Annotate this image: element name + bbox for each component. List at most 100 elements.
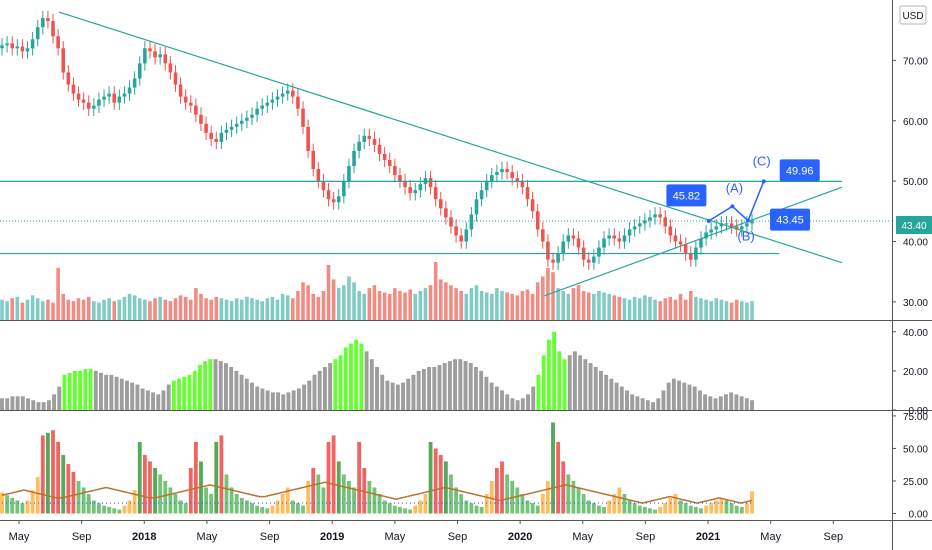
- histogram-bar: [578, 355, 583, 410]
- volume-bar: [25, 299, 30, 320]
- oscillator-bar: [132, 490, 137, 514]
- oscillator-bar: [500, 461, 504, 514]
- oscillator-bar: [530, 503, 535, 514]
- histogram-bar: [375, 366, 379, 410]
- volume-bar: [357, 291, 361, 320]
- oscillator-bar: [454, 487, 458, 514]
- x-tick-label: May: [197, 531, 218, 543]
- candle-body: [158, 54, 162, 58]
- oscillator-bar: [428, 441, 433, 514]
- histogram-bar: [265, 390, 270, 410]
- candle-body: [199, 114, 203, 124]
- candle-body: [607, 235, 611, 239]
- volume-bar: [168, 301, 173, 320]
- histogram-bar: [515, 400, 520, 410]
- candle-body: [326, 190, 331, 200]
- volume-bar: [86, 296, 91, 320]
- candle-body: [173, 72, 178, 85]
- candle-body: [403, 181, 407, 188]
- histogram-bar: [713, 398, 718, 410]
- price-pane[interactable]: (A) (B) (C) 45.82 43.45 49.96: [0, 10, 890, 320]
- histogram-bar: [62, 374, 67, 410]
- volume-bar: [15, 296, 20, 320]
- volume-bar: [474, 285, 479, 320]
- oscillator-bar: [474, 505, 479, 514]
- volume-bar: [382, 292, 387, 320]
- oscillator-bar: [566, 474, 571, 514]
- volume-bar: [372, 285, 377, 320]
- volume-bar: [694, 296, 698, 320]
- volume-bar: [183, 296, 188, 320]
- indicator-pane-2[interactable]: [0, 422, 754, 514]
- volume-bar: [632, 296, 637, 320]
- histogram-bar: [447, 361, 452, 410]
- histogram-bar: [661, 390, 666, 410]
- candle-body: [102, 96, 106, 100]
- oscillator-bar: [642, 506, 647, 514]
- oscillator-bar: [30, 490, 35, 514]
- volume-bar: [576, 285, 581, 320]
- oscillator-bar: [234, 493, 239, 514]
- price-label: 49.96: [786, 165, 814, 177]
- candle-body: [260, 105, 264, 109]
- volume-bar: [495, 288, 499, 320]
- oscillator-bar: [224, 474, 229, 514]
- volume-bar: [510, 293, 514, 320]
- candle-body: [285, 90, 290, 94]
- histogram-bar: [541, 355, 546, 410]
- histogram-bar: [312, 374, 317, 410]
- volume-bar: [535, 282, 540, 320]
- histogram-bar: [99, 372, 103, 410]
- oscillator-bar: [290, 500, 295, 514]
- histogram-bar: [31, 400, 36, 410]
- oscillator-bar: [66, 464, 71, 514]
- histogram-bar: [734, 394, 739, 410]
- x-tick-label: Sep: [260, 531, 280, 543]
- oscillator-bar: [561, 461, 566, 514]
- volume-bar: [260, 301, 264, 320]
- oscillator-bar: [20, 503, 25, 514]
- oscillator-bar: [357, 441, 362, 514]
- histogram-bar: [338, 355, 343, 410]
- oscillator-bar: [576, 487, 581, 514]
- oscillator-bar: [372, 487, 377, 514]
- histogram-bar: [750, 400, 754, 410]
- volume-bar: [367, 288, 372, 320]
- candle-body: [622, 235, 627, 242]
- volume-bar: [653, 299, 657, 320]
- histogram-bar: [296, 388, 301, 410]
- histogram-bar: [703, 394, 708, 410]
- oscillator-bar: [515, 487, 520, 514]
- candle-body: [347, 166, 351, 182]
- candle-body: [311, 150, 316, 170]
- volume-bar: [581, 291, 586, 320]
- volume-bar: [153, 298, 157, 320]
- volume-bar: [347, 276, 351, 320]
- volume-bar: [525, 289, 530, 320]
- histogram-bar: [291, 390, 296, 410]
- volume-bar: [413, 293, 418, 320]
- currency-badge[interactable]: USD: [899, 5, 927, 25]
- volume-bar: [607, 293, 611, 320]
- candle-body: [265, 102, 270, 106]
- volume-bar: [270, 296, 275, 320]
- volume-bar: [117, 299, 122, 320]
- oscillator-bar: [183, 503, 188, 514]
- candle-body: [408, 187, 412, 194]
- volume-bar: [592, 293, 596, 320]
- currency-label: USD: [902, 11, 923, 22]
- oscillator-bar: [331, 435, 336, 514]
- indicator-pane-1[interactable]: [0, 331, 754, 410]
- projection-point: [730, 204, 735, 209]
- y-tick-label: 0.00: [909, 509, 929, 520]
- oscillator-bar: [311, 467, 316, 514]
- candle-body: [132, 78, 137, 88]
- histogram-bar: [151, 392, 155, 410]
- candle-body: [520, 181, 525, 188]
- candle-body: [428, 178, 433, 188]
- candle-body: [188, 102, 193, 106]
- histogram-bar: [72, 370, 77, 410]
- candle-body: [214, 138, 219, 142]
- oscillator-bar: [250, 503, 254, 514]
